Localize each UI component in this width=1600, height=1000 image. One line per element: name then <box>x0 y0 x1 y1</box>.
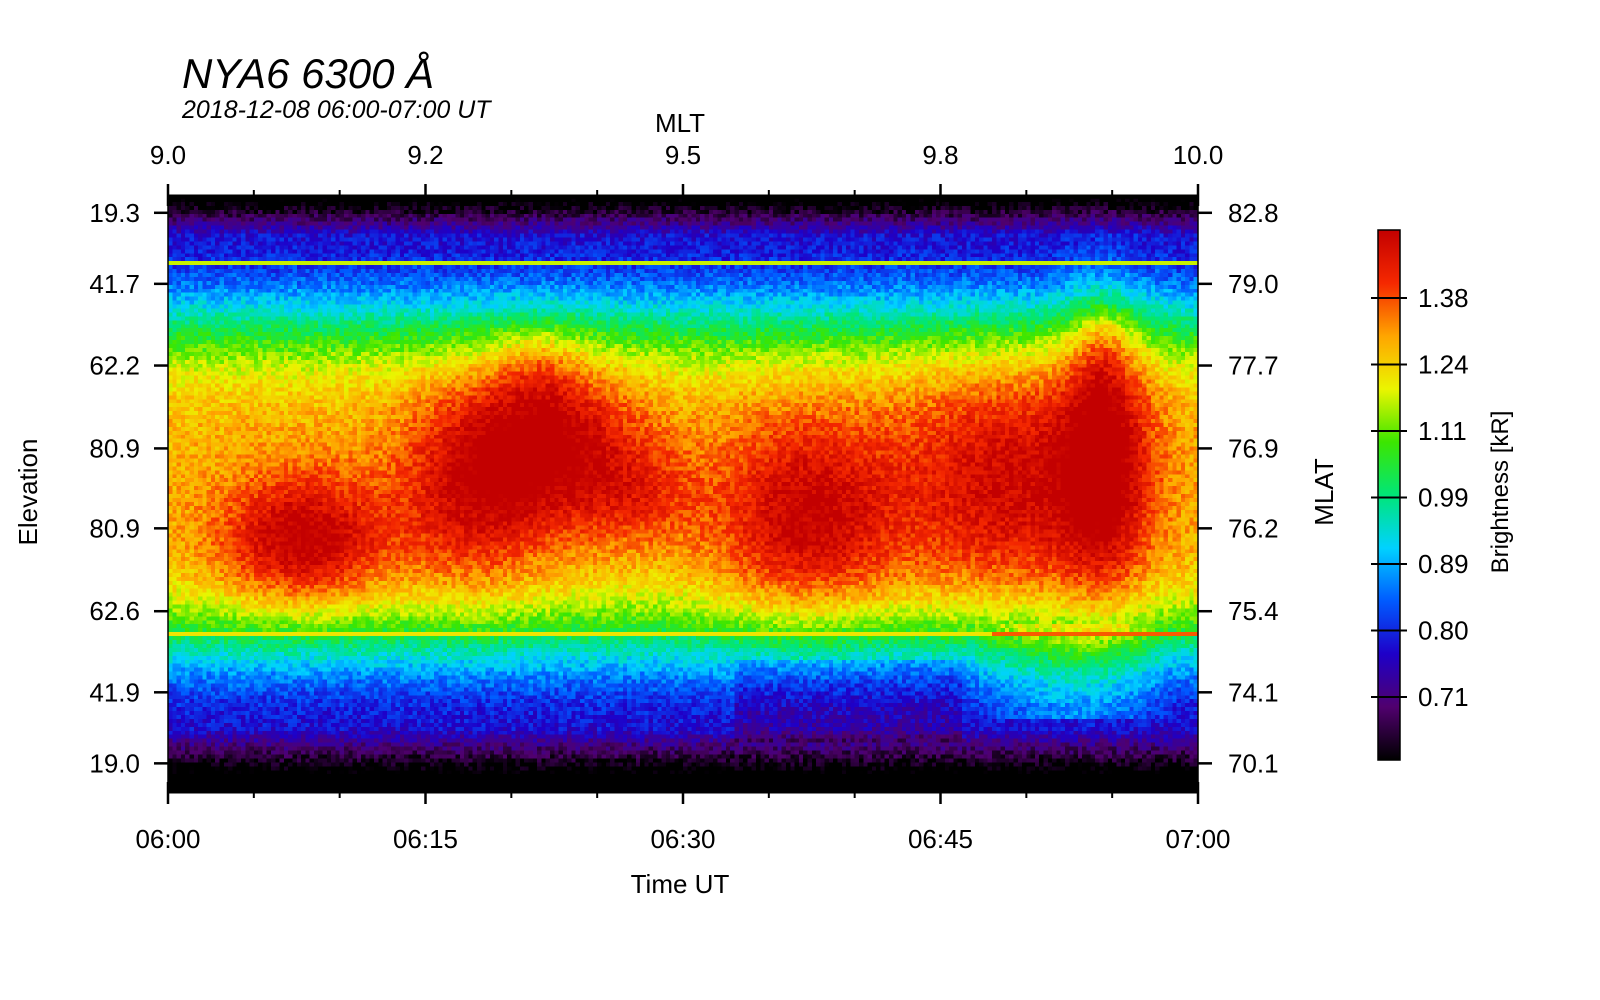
right-tick-label: 75.4 <box>1228 596 1279 626</box>
y-tick-label: 41.9 <box>89 677 140 707</box>
y-tick-label: 41.7 <box>89 269 140 299</box>
right-tick-label: 76.2 <box>1228 513 1279 543</box>
heatmap-image <box>168 198 1198 790</box>
y-tick-label: 19.3 <box>89 198 140 228</box>
colorbar-tick-label: 1.11 <box>1418 416 1467 446</box>
top-tick-label: 10.0 <box>1173 140 1224 170</box>
x-tick-label: 06:00 <box>135 824 200 854</box>
colorbar-label: Brightness [kR] <box>1487 411 1514 574</box>
chart-title: NYA6 6300 Å <box>182 50 434 97</box>
top-axis-label: MLT <box>655 108 705 138</box>
right-tick-label: 76.9 <box>1228 433 1279 463</box>
y-tick-label: 19.0 <box>89 748 140 778</box>
colorbar-tick-label: 0.71 <box>1418 682 1469 712</box>
top-tick-label: 9.8 <box>922 140 958 170</box>
x-tick-label: 06:15 <box>393 824 458 854</box>
x-axis-label: Time UT <box>631 869 730 899</box>
top-tick-label: 9.5 <box>665 140 701 170</box>
axes: 06:00 06:15 06:30 06:45 07:00 9.0 9.2 9.5 9.8 10.… <box>89 140 1278 854</box>
colorbar: 1.38 1.24 1.11 0.99 0.89 0.80 0.71 <box>1371 229 1469 761</box>
top-tick-label: 9.0 <box>150 140 186 170</box>
colorbar-tick-label: 0.99 <box>1418 483 1469 513</box>
colorbar-tick-label: 1.38 <box>1418 283 1469 313</box>
chart-subtitle: 2018-12-08 06:00-07:00 UT <box>181 96 492 124</box>
heatmap-raster <box>168 198 1198 790</box>
right-tick-label: 82.8 <box>1228 198 1279 228</box>
right-axis-label: MLAT <box>1309 458 1339 526</box>
colorbar-gradient <box>1377 229 1401 761</box>
colorbar-tick-label: 1.24 <box>1418 350 1469 380</box>
right-tick-label: 74.1 <box>1228 677 1279 707</box>
right-tick-label: 70.1 <box>1228 748 1279 778</box>
y-tick-label: 62.6 <box>89 596 140 626</box>
top-tick-label: 9.2 <box>407 140 443 170</box>
right-tick-label: 79.0 <box>1228 269 1279 299</box>
colorbar-tick-label: 0.80 <box>1418 616 1469 646</box>
y-tick-label: 80.9 <box>89 433 140 463</box>
y-tick-label: 62.2 <box>89 351 140 381</box>
colorbar-tick-label: 0.89 <box>1418 549 1469 579</box>
y-axis-label: Elevation <box>13 439 43 546</box>
y-tick-label: 80.9 <box>89 513 140 543</box>
x-tick-label: 07:00 <box>1165 824 1230 854</box>
x-tick-label: 06:30 <box>650 824 715 854</box>
x-tick-label: 06:45 <box>908 824 973 854</box>
right-tick-label: 77.7 <box>1228 351 1279 381</box>
